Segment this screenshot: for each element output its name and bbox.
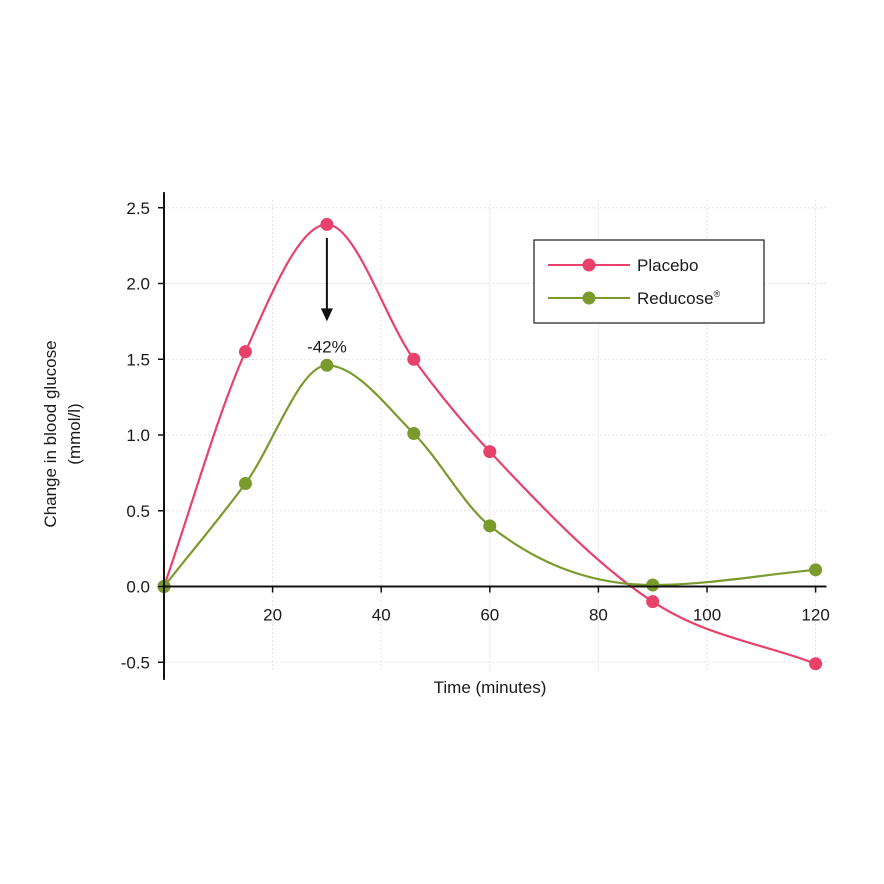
y-axis-title: Change in blood glucose (41, 340, 60, 527)
placebo-point (320, 217, 334, 231)
reducose-point (407, 426, 421, 440)
placebo-point (483, 445, 497, 459)
legend-reducose-registered-mark: ® (714, 289, 721, 299)
legend-reducose-name: Reducose (637, 289, 714, 308)
legend-reducose-marker (582, 291, 596, 305)
y-tick-label: 0.5 (126, 502, 150, 521)
reducose-point (483, 519, 497, 533)
x-tick-label: 120 (801, 606, 829, 625)
x-tick-label: 40 (372, 606, 391, 625)
placebo-point (646, 595, 660, 609)
y-axis-units: (mmol/l) (65, 403, 84, 464)
annotation-label: -42% (307, 337, 347, 356)
reducose-point (646, 578, 660, 592)
x-axis-title: Time (minutes) (434, 678, 547, 697)
annotations: -42% (307, 238, 347, 356)
reducose-point (320, 358, 334, 372)
legend-reducose-label: Reducose® (637, 289, 721, 308)
y-tick-label: 2.5 (126, 199, 150, 218)
legend: Placebo Reducose® (533, 239, 765, 324)
legend-box (533, 239, 765, 324)
x-tick-label: 20 (263, 606, 282, 625)
x-tick-label: 100 (693, 606, 721, 625)
placebo-point (407, 352, 421, 366)
placebo-point (809, 657, 823, 671)
placebo-point (238, 345, 252, 359)
reducose-point (238, 476, 252, 490)
axes (163, 192, 827, 680)
y-tick-label: 1.5 (126, 350, 150, 369)
x-tick-label: 80 (589, 606, 608, 625)
y-tick-label: 0.0 (126, 578, 150, 597)
annotation-arrow-head (320, 308, 333, 322)
y-tick-label: -0.5 (121, 653, 150, 672)
legend-placebo-label: Placebo (637, 256, 698, 275)
x-tick-label: 60 (480, 606, 499, 625)
ticks: -0.5 0.0 0.5 1.0 1.5 2.0 2.5 20 40 60 80 100 120 (121, 199, 830, 673)
y-tick-label: 2.0 (126, 275, 150, 294)
reducose-point (809, 563, 823, 577)
legend-placebo-marker (582, 258, 596, 272)
y-tick-label: 1.0 (126, 426, 150, 445)
series-layer (157, 217, 823, 671)
